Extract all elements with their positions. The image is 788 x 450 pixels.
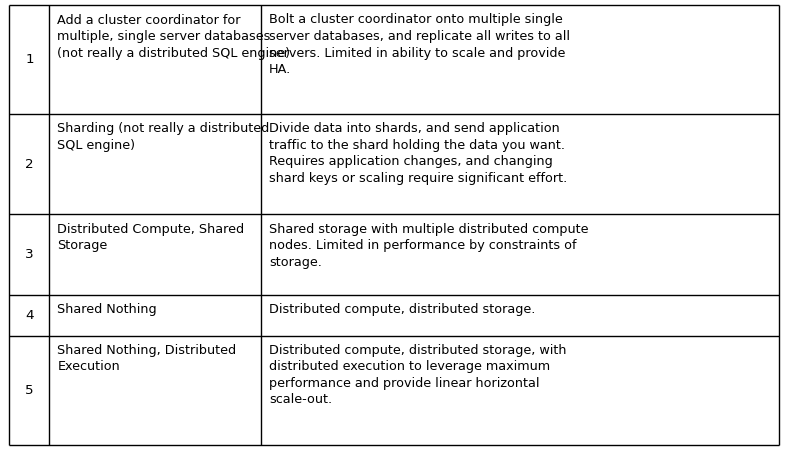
- Text: Add a cluster coordinator for
multiple, single server databases
(not really a di: Add a cluster coordinator for multiple, …: [58, 14, 290, 59]
- Text: Sharding (not really a distributed
SQL engine): Sharding (not really a distributed SQL e…: [58, 122, 269, 152]
- Text: 2: 2: [25, 158, 34, 171]
- Text: Distributed compute, distributed storage, with
distributed execution to leverage: Distributed compute, distributed storage…: [269, 344, 567, 406]
- Text: 3: 3: [25, 248, 34, 261]
- Text: Bolt a cluster coordinator onto multiple single
server databases, and replicate : Bolt a cluster coordinator onto multiple…: [269, 14, 570, 76]
- Text: 1: 1: [25, 54, 34, 66]
- Text: Distributed compute, distributed storage.: Distributed compute, distributed storage…: [269, 303, 535, 316]
- Text: Distributed Compute, Shared
Storage: Distributed Compute, Shared Storage: [58, 223, 244, 252]
- Text: Shared storage with multiple distributed compute
nodes. Limited in performance b: Shared storage with multiple distributed…: [269, 223, 589, 269]
- Text: 4: 4: [25, 309, 34, 322]
- Text: Shared Nothing: Shared Nothing: [58, 303, 157, 316]
- Text: Shared Nothing, Distributed
Execution: Shared Nothing, Distributed Execution: [58, 344, 236, 374]
- Text: Divide data into shards, and send application
traffic to the shard holding the d: Divide data into shards, and send applic…: [269, 122, 567, 185]
- Text: 5: 5: [25, 384, 34, 396]
